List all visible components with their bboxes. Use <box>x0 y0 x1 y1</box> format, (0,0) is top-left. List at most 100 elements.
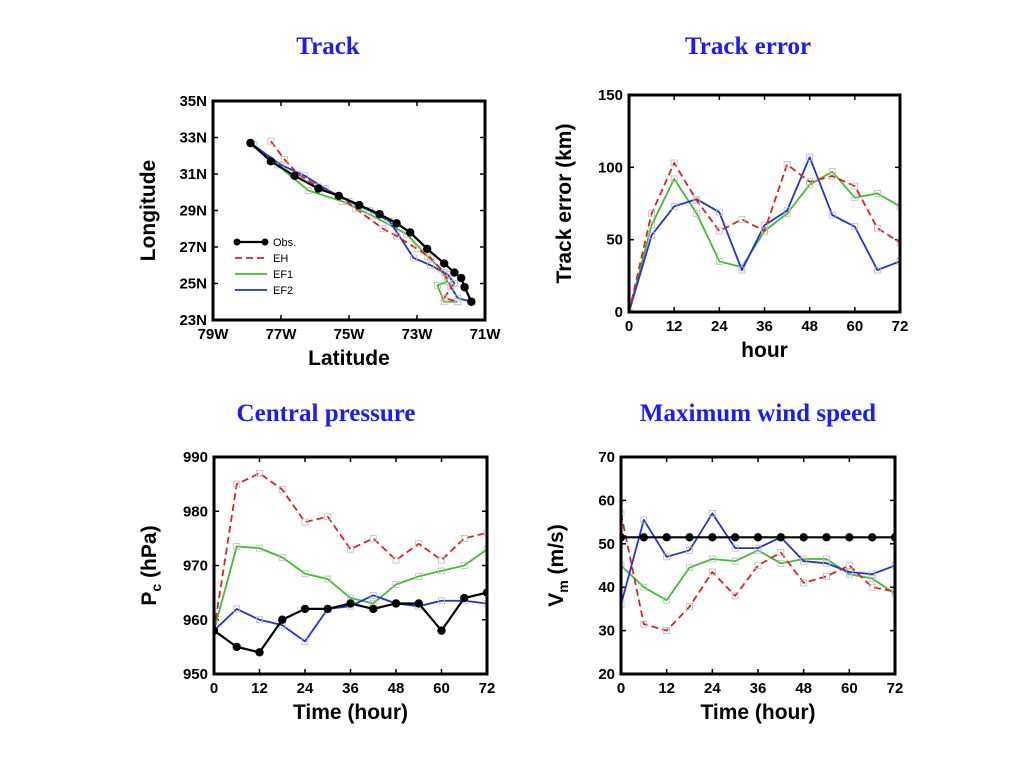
series-ef2-point <box>828 211 836 219</box>
y-tick-label: 50 <box>606 232 623 249</box>
series-ef1-point <box>708 555 716 563</box>
obs-point <box>437 626 446 635</box>
y-tick-label: 970 <box>183 558 208 575</box>
series-ef1-point <box>438 567 445 575</box>
central-pressure-title: Central pressure <box>236 400 416 427</box>
obs-point <box>278 615 287 624</box>
y-tick-label: 40 <box>598 579 615 596</box>
series-ef2-point <box>708 510 716 517</box>
series-eh-point <box>324 513 332 521</box>
series-eh-point <box>392 556 400 564</box>
x-tick-label: 48 <box>795 680 812 697</box>
x-tick-label: 72 <box>887 680 904 697</box>
x-axis-label: Time (hour) <box>700 701 815 724</box>
series-eh-point <box>738 216 746 223</box>
obs-point <box>375 209 384 219</box>
series-ef1-point <box>823 555 830 563</box>
series-eh-point <box>440 269 448 276</box>
series-ef1-point <box>233 543 241 550</box>
y-tick-label: 70 <box>598 449 615 466</box>
series-ef1-point <box>256 544 263 552</box>
series-ef1-point <box>663 596 671 604</box>
y-tick-label: 30 <box>598 623 615 640</box>
obs-point <box>323 604 332 614</box>
series-ef2-point <box>648 231 655 239</box>
obs-point <box>822 533 831 542</box>
series-eh-point <box>754 562 762 569</box>
series-ef2-point <box>410 254 418 262</box>
series-ef1-point <box>392 581 400 588</box>
series-eh-point <box>301 518 309 526</box>
obs-point <box>730 533 740 542</box>
x-tick-label: 72 <box>892 318 909 335</box>
x-axis-label: Time (hour) <box>293 701 408 724</box>
series-ef2-point <box>454 294 462 302</box>
x-axis-label: Latitude <box>308 347 390 370</box>
y-axis-label: Pc (hPa) <box>138 525 164 605</box>
series-ef2-point <box>806 153 814 161</box>
series-eh-point <box>440 294 448 302</box>
series-eh-line <box>621 513 895 632</box>
series-eh-point <box>427 254 435 262</box>
series-ef2-point <box>845 568 853 576</box>
series-ef1-point <box>304 187 312 194</box>
series-eh-point <box>454 298 462 306</box>
obs-point <box>369 604 378 614</box>
series-ef2-line <box>629 156 900 312</box>
obs-point <box>753 533 763 542</box>
series-eh-point <box>731 592 739 600</box>
series-ef1-point <box>483 545 487 553</box>
series-ef2-line <box>621 512 895 605</box>
series-eh-point <box>783 161 791 168</box>
plot-frame <box>212 455 489 676</box>
y-tick-label: 0 <box>615 304 623 321</box>
y-tick-label: 33N <box>179 130 207 147</box>
series-eh-point <box>670 159 678 167</box>
obs-point <box>845 533 854 542</box>
y-tick-label: 31N <box>179 166 207 183</box>
series-eh-point <box>800 579 808 587</box>
series-ef2-point <box>868 570 876 578</box>
y-axis-label: Longitude <box>137 160 160 261</box>
legend-label-obs: Obs. <box>273 237 296 249</box>
plot-frame <box>619 455 897 676</box>
series-ef2-point <box>874 266 881 274</box>
series-eh-point <box>447 283 455 291</box>
series-ef2-point <box>891 562 895 569</box>
x-tick-label: 36 <box>756 318 773 335</box>
x-tick-label: 60 <box>433 680 450 697</box>
obs-point <box>685 533 694 542</box>
x-tick-label: 12 <box>666 318 683 335</box>
series-ef1-point <box>851 194 859 202</box>
series-eh-point <box>891 588 895 595</box>
series-eh-point <box>379 225 387 233</box>
series-ef1-point <box>433 281 441 289</box>
x-tick-label: 0 <box>625 318 633 335</box>
obs-point <box>662 533 671 542</box>
series-eh-point <box>868 583 876 591</box>
y-tick-label: 60 <box>598 492 615 509</box>
series-eh-point <box>708 568 716 576</box>
series-ef1-point <box>301 570 309 578</box>
series-ef1-point <box>731 557 739 565</box>
series-ef1-point <box>640 583 648 591</box>
series-eh-point <box>777 549 785 556</box>
series-ef2-point <box>715 208 723 216</box>
x-tick-label: 72 <box>479 680 496 697</box>
obs-point <box>440 259 449 268</box>
x-tick-label: 71W <box>470 326 502 343</box>
series-ef2-point <box>896 257 900 265</box>
x-tick-label: 79W <box>198 326 230 343</box>
series-eh-point <box>851 182 859 190</box>
y-tick-label: 25N <box>179 276 207 293</box>
x-tick-label: 36 <box>342 680 359 697</box>
legend-marker <box>233 238 241 246</box>
series-eh-point <box>393 232 401 240</box>
series-ef1-point <box>278 553 286 561</box>
series-eh-point <box>280 155 288 163</box>
obs-point <box>314 184 323 193</box>
legend-label-eh: EH <box>273 253 288 265</box>
y-tick-label: 35N <box>179 93 207 110</box>
